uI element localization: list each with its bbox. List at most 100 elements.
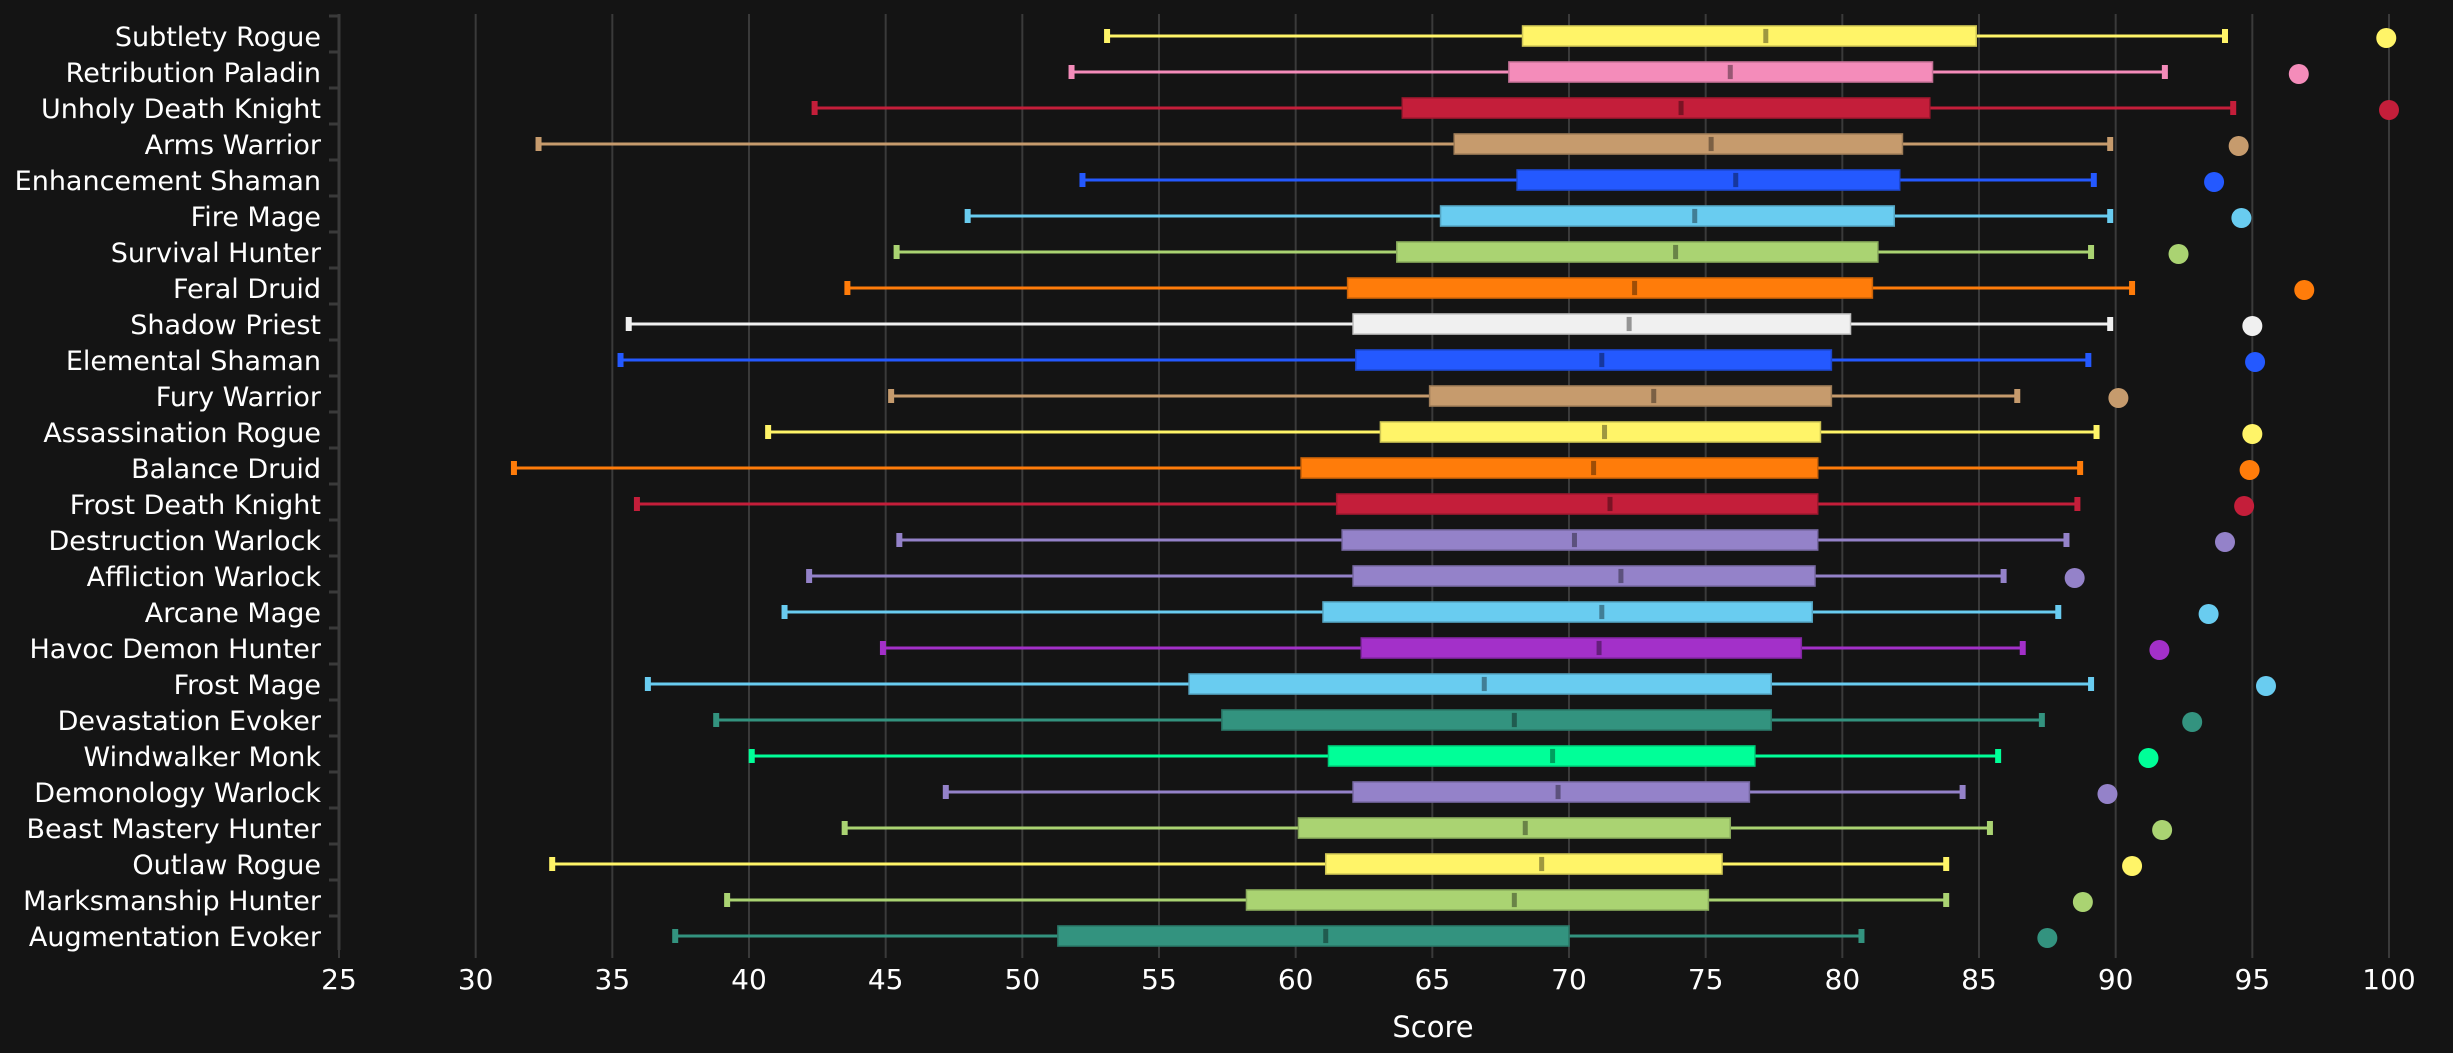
x-axis: 25 30 35 40 45 50 55 60 65 70 75 80 85 90 95 100	[321, 950, 2416, 996]
box	[1057, 925, 1570, 947]
y-tick-label: Enhancement Shaman	[15, 166, 321, 197]
x-tick-label: 60	[1278, 963, 1314, 996]
median-marker	[1763, 28, 1769, 44]
outlier-point	[2182, 712, 2203, 732]
whisker-cap-min	[879, 641, 886, 655]
box	[1245, 889, 1710, 911]
box	[1352, 781, 1751, 803]
box	[1341, 529, 1819, 551]
whisker-cap-min	[617, 353, 624, 367]
whisker-cap-max	[2230, 101, 2237, 115]
box	[1300, 457, 1819, 479]
y-axis: Subtlety Rogue Retribution Paladin Unholy …	[15, 14, 341, 953]
median-marker	[1678, 100, 1684, 116]
whisker-cap-min	[633, 497, 640, 511]
box	[1221, 709, 1773, 731]
y-tick-label: Affliction Warlock	[87, 562, 322, 593]
median-marker	[1626, 316, 1632, 332]
box	[1346, 277, 1874, 299]
outlier-point	[2198, 604, 2219, 624]
x-tick-label: 75	[1688, 963, 1724, 996]
outlier-point	[2294, 280, 2315, 300]
whisker-cap-min	[644, 677, 651, 691]
whisker-cap-min	[841, 821, 848, 835]
whisker-cap-min	[888, 389, 895, 403]
box-row	[964, 205, 2252, 228]
box	[1379, 421, 1822, 443]
y-tick-label: Unholy Death Knight	[41, 94, 321, 125]
x-tick-label: 40	[731, 963, 767, 996]
median-marker	[1511, 892, 1517, 908]
box-row	[888, 385, 2129, 408]
outlier-point	[2064, 568, 2085, 588]
whisker-cap-max	[2107, 209, 2114, 223]
whisker-cap-max	[2161, 65, 2168, 79]
box	[1324, 853, 1723, 875]
outlier-point	[2204, 172, 2225, 192]
x-tick-label: 30	[458, 963, 494, 996]
whisker-cap-max	[2222, 29, 2228, 43]
median-marker	[1632, 280, 1638, 296]
box	[1352, 313, 1852, 335]
box	[1396, 241, 1879, 263]
median-marker	[1727, 64, 1733, 80]
outlier-point	[2215, 532, 2235, 552]
y-tick-label: Fury Warrior	[156, 382, 322, 413]
box	[1188, 673, 1773, 695]
median-marker	[1618, 568, 1624, 584]
outlier-point	[2228, 136, 2249, 156]
box	[1439, 205, 1896, 227]
outlier-point	[2168, 244, 2189, 264]
outlier-point	[2108, 388, 2129, 408]
outlier-point	[2376, 28, 2397, 48]
whisker-cap-max	[2090, 173, 2097, 187]
y-tick-label: Beast Mastery Hunter	[26, 814, 321, 845]
whisker-cap-min	[893, 245, 900, 259]
box	[1401, 97, 1931, 119]
x-tick-label: 45	[868, 963, 904, 996]
y-tick-label: Windwalker Monk	[83, 742, 321, 773]
whisker-cap-max	[2055, 605, 2062, 619]
y-tick-label: Outlaw Rogue	[132, 850, 321, 881]
box	[1322, 601, 1814, 623]
whisker-cap-max	[2014, 389, 2021, 403]
median-marker	[1555, 784, 1561, 800]
y-tick-label: Assassination Rogue	[43, 418, 321, 449]
outlier-point	[2288, 64, 2309, 84]
median-marker	[1550, 748, 1556, 764]
median-marker	[1511, 712, 1517, 728]
x-tick-label: 35	[595, 963, 631, 996]
whisker-cap-max	[1995, 749, 2002, 763]
whisker-cap-min	[811, 101, 818, 115]
x-tick-label: 70	[1551, 963, 1587, 996]
whisker-cap-max	[2107, 137, 2114, 151]
box-row	[765, 421, 2263, 444]
whisker-cap-max	[2107, 317, 2114, 331]
x-tick-label: 25	[321, 963, 357, 996]
x-tick-label: 50	[1005, 963, 1041, 996]
whisker-cap-min	[1079, 173, 1086, 187]
outlier-point	[2138, 748, 2159, 768]
median-marker	[1708, 136, 1714, 152]
whisker-cap-min	[510, 461, 517, 475]
y-tick-label: Destruction Warlock	[48, 526, 321, 557]
box-row	[617, 349, 2266, 372]
whisker-cap-max	[2088, 677, 2095, 691]
x-tick-label: 80	[1825, 963, 1861, 996]
y-tick-label: Arms Warrior	[145, 130, 322, 161]
box-row	[896, 529, 2235, 552]
whisker-cap-min	[942, 785, 949, 799]
whisker-cap-min	[549, 857, 556, 871]
box	[1352, 565, 1816, 587]
whisker-cap-min	[806, 569, 813, 583]
y-tick-label: Survival Hunter	[111, 238, 322, 269]
whisker-cap-max	[1858, 929, 1865, 943]
median-marker	[1323, 928, 1329, 944]
whisker-cap-max	[2038, 713, 2045, 727]
median-marker	[1673, 244, 1679, 260]
median-marker	[1599, 352, 1605, 368]
box-row	[625, 313, 2263, 336]
median-marker	[1522, 820, 1528, 836]
box-row	[1068, 61, 2309, 84]
